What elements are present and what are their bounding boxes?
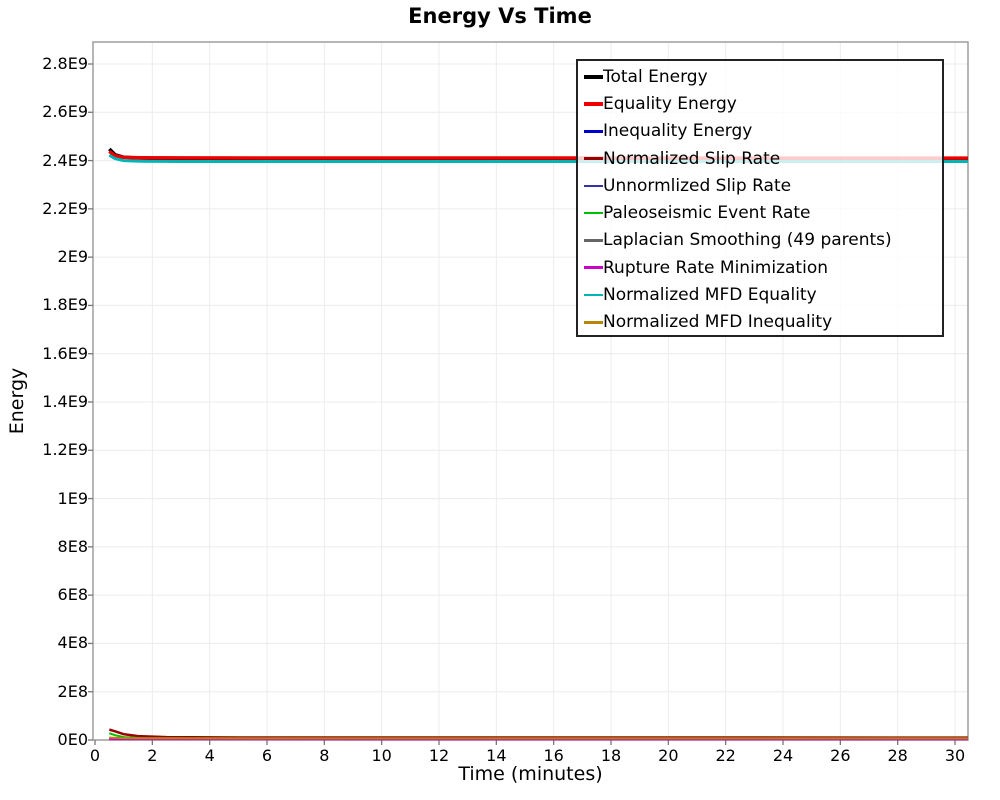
legend-label: Unnormlized Slip Rate: [603, 175, 792, 196]
legend-label: Laplacian Smoothing (49 parents): [603, 230, 892, 251]
x-tick-label: 28: [887, 746, 908, 765]
legend-swatch-icon: [584, 184, 603, 187]
x-tick-label: 2: [147, 746, 158, 765]
series-line-normalized-mfd-equality: [108, 153, 968, 164]
legend-item: Total Energy: [584, 63, 942, 90]
x-tick-label: 4: [204, 746, 215, 765]
chart-title: Energy Vs Time: [408, 4, 592, 28]
legend-swatch-icon: [584, 74, 603, 79]
x-axis-label: Time (minutes): [458, 763, 603, 785]
legend-label: Normalized MFD Equality: [603, 285, 817, 306]
legend-label: Inequality Energy: [603, 121, 753, 142]
legend-swatch-icon: [584, 129, 603, 133]
legend-swatch-icon: [584, 293, 603, 297]
legend-label: Normalized MFD Inequality: [603, 312, 833, 333]
x-tick-label: 8: [319, 746, 330, 765]
y-tick-label: 2.8E9: [42, 54, 88, 73]
y-tick-label: 6E8: [57, 585, 88, 605]
y-axis-label: Energy: [6, 367, 28, 435]
legend-swatch-icon: [584, 321, 603, 324]
legend-label: Paleoseismic Event Rate: [603, 203, 811, 224]
y-tick-label: 2E8: [57, 681, 88, 701]
legend-swatch-icon: [584, 157, 603, 161]
y-tick-label: 1.2E9: [42, 440, 88, 460]
y-tick-label: 1E9: [57, 488, 88, 508]
x-tick-label: 30: [944, 746, 966, 765]
y-tick-label: 4E8: [57, 633, 88, 653]
legend-item: Unnormlized Slip Rate: [584, 172, 942, 199]
x-tick-label: 12: [428, 746, 450, 765]
y-tick-label: 1.4E9: [42, 392, 88, 411]
series-line-normalized-mfd-inequality: [109, 736, 968, 740]
x-tick-label: 16: [543, 746, 564, 765]
legend-item: Rupture Rate Minimization: [584, 254, 942, 281]
x-tick-label: 24: [772, 746, 794, 765]
legend-label: Normalized Slip Rate: [603, 148, 781, 169]
y-tick-label: 2.2E9: [42, 198, 88, 218]
x-tick-label: 10: [371, 746, 392, 765]
legend-item: Inequality Energy: [584, 118, 942, 145]
series-line-equality-energy: [108, 150, 968, 160]
x-tick-label: 14: [486, 746, 507, 765]
y-tick-label: 0E0: [57, 730, 88, 749]
x-tick-label: 20: [658, 746, 679, 765]
y-tick-label: 1.8E9: [42, 295, 88, 315]
x-tick-label: 22: [715, 746, 736, 765]
x-tick-label: 0: [89, 746, 101, 765]
legend-item: Normalized Slip Rate: [584, 145, 942, 172]
legend-item: Laplacian Smoothing (49 parents): [584, 227, 942, 254]
y-tick-label: 2.6E9: [42, 102, 88, 122]
x-tick-label: 18: [600, 746, 622, 765]
legend-item: Normalized MFD Inequality: [584, 309, 942, 336]
legend-label: Equality Energy: [603, 93, 737, 114]
y-tick-label: 1.6E9: [42, 343, 88, 363]
legend-label: Rupture Rate Minimization: [603, 257, 828, 278]
legend-item: Normalized MFD Equality: [584, 281, 942, 308]
legend-item: Equality Energy: [584, 90, 942, 117]
legend-swatch-icon: [584, 266, 603, 269]
series-line-normalized-slip-rate: [108, 728, 968, 739]
legend: Total Energy Equality Energy Inequality En…: [576, 59, 944, 337]
legend-label: Total Energy: [603, 66, 708, 87]
x-tick-label: 26: [830, 746, 851, 765]
y-tick-label: 2E9: [57, 247, 88, 267]
x-tick-label: 6: [261, 746, 273, 765]
y-tick-label: 2.4E9: [42, 150, 88, 170]
legend-swatch-icon: [584, 211, 603, 215]
legend-swatch-icon: [584, 101, 603, 106]
y-tick-label: 8E8: [57, 536, 88, 556]
legend-item: Paleoseismic Event Rate: [584, 199, 942, 226]
legend-swatch-icon: [584, 239, 603, 242]
